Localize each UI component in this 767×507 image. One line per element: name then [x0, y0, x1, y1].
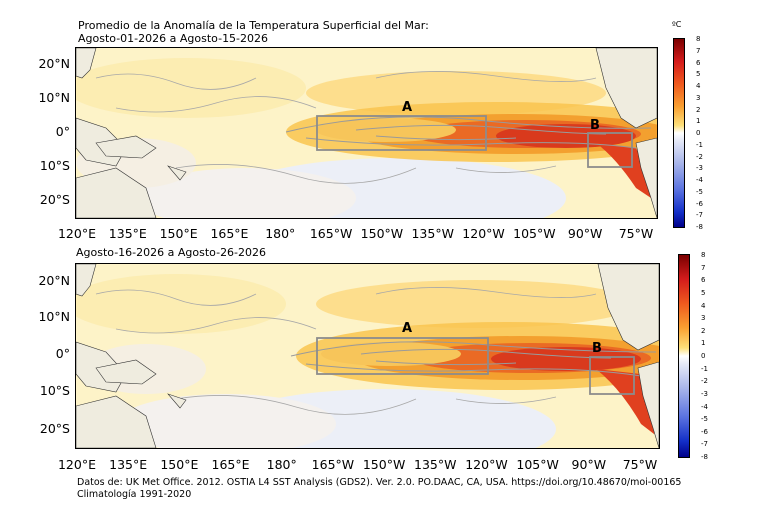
bar1-colorbar-tick: 2: [696, 105, 701, 114]
sst-anomaly-map-1: A B: [75, 47, 658, 219]
map1-lat-label: 0°: [55, 124, 70, 139]
bar1-colorbar-tick: 6: [696, 58, 701, 67]
map2-lon-label: 180°: [266, 457, 297, 472]
bar1-colorbar-tick: 3: [696, 93, 701, 102]
bar1-colorbar-tick: 4: [696, 82, 701, 90]
map2-lat-label: 20°N: [38, 273, 70, 288]
bar1-colorbar-tick: -3: [696, 164, 703, 173]
map1-lon-label: 90°W: [567, 226, 603, 241]
map2-lon-label: 90°W: [571, 457, 607, 472]
map1-lat-label: 10°N: [38, 90, 70, 105]
region-a-label: A: [402, 100, 413, 115]
bar1-colorbar-tick: 7: [696, 46, 701, 55]
bar2-colorbar-tick: 6: [701, 276, 706, 285]
map2-lat-label: 10°N: [38, 309, 70, 324]
bar2-colorbar-tick: -5: [701, 415, 708, 424]
map1-lat-label: 10°S: [39, 158, 70, 173]
region-b-label: B: [590, 118, 600, 133]
bar2-colorbar-tick: 0: [701, 352, 706, 360]
map2-lon-label: 150°W: [362, 457, 406, 472]
bar1-colorbar-tick: -1: [696, 140, 703, 149]
map2-lon-label: 165°W: [311, 457, 355, 472]
colorbar-unit: ºC: [672, 20, 682, 29]
bar2-colorbar-tick: -7: [701, 440, 708, 449]
footer-source: Datos de: UK Met Office. 2012. OSTIA L4 …: [77, 477, 682, 488]
map1-lon-label: 135°W: [411, 226, 454, 241]
bar2-colorbar-tick: 2: [701, 326, 706, 335]
map2-lon-label: 150°E: [160, 457, 199, 472]
panel2-title: Agosto-16-2026 a Agosto-26-2026: [76, 246, 267, 259]
bar1-colorbar-tick: -4: [696, 176, 703, 184]
map2-lat-label: 10°S: [39, 383, 70, 398]
map2-lon-label: 120°W: [465, 457, 508, 472]
map1-lon-label: 165°W: [309, 226, 353, 241]
map1-lat-label: 20°S: [39, 192, 70, 207]
sst-anomaly-map-2: A B: [75, 263, 660, 449]
bar1-colorbar-tick: -5: [696, 187, 703, 196]
bar2-colorbar-tick: 8: [701, 251, 706, 259]
map2-lon-label: 120°E: [57, 457, 96, 472]
footer-climatology: Climatología 1991-2020: [77, 489, 192, 500]
map1-lat-label: 20°N: [38, 56, 70, 71]
colorbar-2: [678, 254, 690, 458]
region-b-label-2: B: [592, 341, 602, 356]
bar2-colorbar-tick: -8: [701, 453, 708, 461]
bar1-colorbar-tick: 5: [696, 70, 701, 79]
map2-lat-label: 0°: [55, 346, 70, 361]
bar2-colorbar-tick: -1: [701, 364, 708, 373]
map1-lon-label: 135°E: [108, 226, 147, 241]
colorbar-1: [673, 38, 685, 228]
panel1-title-line2: Agosto-01-2026 a Agosto-15-2026: [78, 32, 269, 45]
bar1-colorbar-tick: 8: [696, 35, 701, 43]
bar2-colorbar-tick: -4: [701, 402, 708, 411]
bar1-colorbar-tick: -8: [696, 223, 703, 231]
bar1-colorbar-tick: -2: [696, 152, 703, 161]
region-a-label-2: A: [402, 321, 413, 336]
map2-lon-label: 165°E: [211, 457, 250, 472]
bar2-colorbar-tick: 7: [701, 263, 706, 272]
bar2-colorbar-tick: -2: [701, 377, 708, 386]
bar2-colorbar-tick: 1: [701, 339, 706, 348]
bar1-colorbar-tick: -6: [696, 199, 703, 208]
map2-lon-label: 135°E: [109, 457, 148, 472]
bar1-colorbar-tick: 1: [696, 117, 701, 126]
bar2-colorbar-tick: 3: [701, 314, 706, 323]
bar2-colorbar-tick: 5: [701, 288, 706, 297]
map1-lon-label: 150°W: [360, 226, 404, 241]
map2-lat-label: 20°S: [39, 421, 70, 436]
bar2-colorbar-tick: -3: [701, 389, 708, 398]
map1-lon-label: 75°W: [618, 226, 654, 241]
map1-lon-label: 120°W: [462, 226, 505, 241]
map2-lon-label: 75°W: [622, 457, 658, 472]
bar1-colorbar-tick: 0: [696, 129, 701, 137]
map1-lon-label: 180°: [265, 226, 296, 241]
map1-lon-label: 150°E: [159, 226, 198, 241]
bar2-colorbar-tick: 4: [701, 301, 706, 310]
bar2-colorbar-tick: -6: [701, 427, 708, 436]
panel1-title-line1: Promedio de la Anomalía de la Temperatur…: [78, 19, 429, 32]
map2-lon-label: 135°W: [414, 457, 457, 472]
bar1-colorbar-tick: -7: [696, 211, 703, 220]
map2-lon-label: 105°W: [516, 457, 559, 472]
map1-lon-label: 165°E: [210, 226, 249, 241]
map1-lon-label: 105°W: [513, 226, 556, 241]
map1-lon-label: 120°E: [57, 226, 96, 241]
